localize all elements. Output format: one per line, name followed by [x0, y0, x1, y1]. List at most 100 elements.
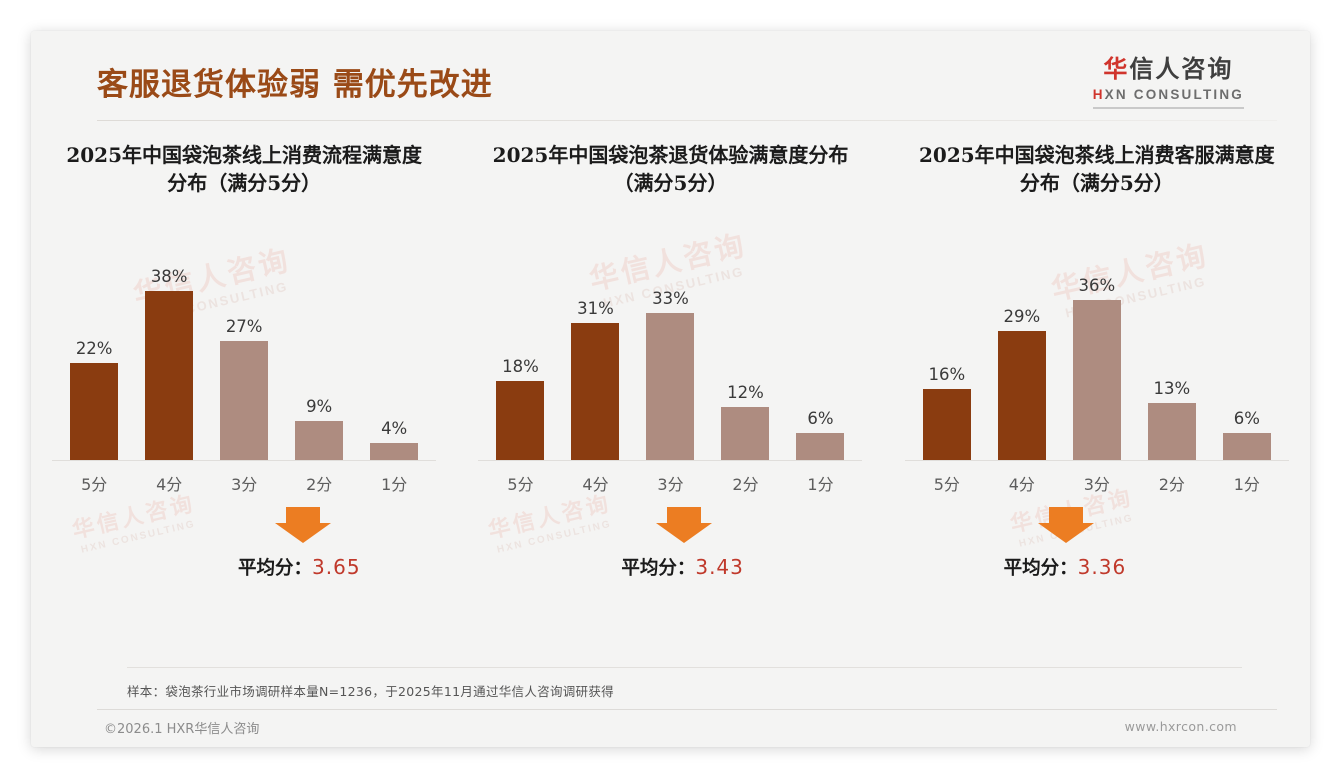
bar-value-label: 27%	[225, 317, 263, 336]
bar[interactable]	[721, 407, 770, 461]
average-block: 华信人咨询 HXN CONSULTING 平均分：3.65	[43, 491, 445, 597]
average-label: 平均分：	[238, 558, 313, 579]
x-tick-label: 4分	[582, 475, 609, 494]
bar-slot[interactable]: 22%	[60, 229, 128, 461]
x-tick-label: 1分	[1233, 475, 1260, 494]
bar-chart: 华信人咨询 HXN CONSULTING 16% 29% 36%	[897, 203, 1297, 503]
bar[interactable]	[796, 433, 845, 461]
x-tick-label: 3分	[1083, 475, 1110, 494]
bar-slot[interactable]: 4%	[360, 229, 428, 461]
bar[interactable]	[70, 363, 119, 461]
watermark-en: HXN CONSULTING	[496, 518, 614, 556]
x-tick-label: 2分	[306, 475, 333, 494]
bar-slot[interactable]: 12%	[711, 229, 779, 461]
bar[interactable]	[646, 313, 695, 461]
bar[interactable]	[1147, 403, 1196, 461]
bar-slot[interactable]: 33%	[636, 229, 704, 461]
bar-value-label: 36%	[1078, 276, 1116, 295]
bar-value-label: 38%	[150, 267, 188, 286]
x-tick-label: 5分	[81, 475, 108, 494]
logo-underline	[1092, 106, 1244, 109]
bar-slot[interactable]: 9%	[285, 229, 353, 461]
average-value: 3.65	[312, 555, 361, 579]
chart-column-3: 2025年中国袋泡茶线上消费客服满意度分布（满分5分） 华信人咨询 HXN CO…	[884, 141, 1310, 597]
bar-value-label: 6%	[1233, 409, 1260, 428]
bar-slot[interactable]: 6%	[1213, 229, 1281, 461]
bars-container: 22% 38% 27% 9%	[44, 229, 444, 461]
average-label: 平均分：	[1003, 558, 1078, 579]
average-block: 华信人咨询 HXN CONSULTING 平均分：3.43	[469, 491, 871, 597]
bar-value-label: 33%	[652, 289, 689, 308]
x-axis-labels: 5分 4分 3分 2分 1分	[897, 471, 1297, 495]
bar-slot[interactable]: 29%	[988, 229, 1056, 461]
arrow-stem	[286, 507, 320, 523]
logo-en-rest: XN CONSULTING	[1104, 87, 1244, 102]
bar[interactable]	[571, 323, 620, 461]
average-value: 3.36	[1077, 555, 1127, 579]
chart-title: 2025年中国袋泡茶线上消费流程满意度分布（满分5分）	[66, 143, 422, 196]
bar-value-label: 6%	[807, 409, 834, 428]
x-tick-label: 5分	[507, 475, 534, 494]
bar[interactable]	[1072, 300, 1121, 461]
bar-chart: 华信人咨询 HXN CONSULTING 18% 31% 33%	[470, 203, 870, 503]
bar-slot[interactable]: 18%	[486, 229, 554, 461]
x-tick-label: 4分	[1008, 475, 1035, 494]
x-tick-label: 3分	[657, 475, 684, 494]
bar-value-label: 18%	[502, 357, 539, 376]
bar[interactable]	[370, 443, 419, 461]
footnote-divider	[127, 667, 1242, 668]
website-url[interactable]: www.hxrcon.com	[1124, 719, 1237, 734]
arrow-stem	[667, 507, 702, 523]
x-axis-line	[52, 460, 437, 461]
bar-slot[interactable]: 38%	[135, 229, 203, 461]
x-tick-label: 5分	[933, 475, 960, 494]
bar-slot[interactable]: 6%	[786, 229, 854, 461]
header-divider	[97, 120, 1277, 121]
bar[interactable]	[145, 291, 194, 461]
chart-title: 2025年中国袋泡茶线上消费客服满意度分布（满分5分）	[918, 143, 1275, 196]
down-arrow-icon	[1037, 507, 1094, 543]
copyright-text: ©2026.1 HXR华信人咨询	[104, 722, 260, 737]
bar-value-label: 4%	[381, 419, 408, 438]
down-arrow-icon	[656, 507, 713, 543]
bar-value-label: 13%	[1153, 379, 1191, 398]
x-tick-label: 2分	[732, 475, 759, 494]
average-block: 华信人咨询 HXN CONSULTING 平均分：3.36	[896, 485, 1298, 597]
page-title: 客服退货体验弱 需优先改进	[97, 67, 493, 103]
logo-chinese-text: 华信人咨询	[1093, 57, 1244, 81]
bar[interactable]	[295, 421, 344, 461]
bar-slot[interactable]: 31%	[561, 229, 629, 461]
chart-column-1: 2025年中国袋泡茶线上消费流程满意度分布（满分5分） 华信人咨询 HXN CO…	[31, 141, 457, 597]
logo-chinese-rest: 信人咨询	[1129, 55, 1234, 83]
footer-divider	[97, 709, 1277, 710]
chart-title: 2025年中国袋泡茶退货体验满意度分布（满分5分）	[492, 143, 849, 196]
chart-column-2: 2025年中国袋泡茶退货体验满意度分布（满分5分） 华信人咨询 HXN CONS…	[457, 141, 883, 597]
charts-row: 2025年中国袋泡茶线上消费流程满意度分布（满分5分） 华信人咨询 HXN CO…	[31, 141, 1310, 597]
bar-value-label: 22%	[75, 339, 113, 358]
bar[interactable]	[496, 381, 545, 461]
arrow-head	[275, 523, 331, 543]
watermark-en: HXN CONSULTING	[79, 518, 197, 556]
average-value: 3.43	[695, 555, 744, 579]
arrow-head	[1037, 523, 1094, 543]
bar[interactable]	[997, 331, 1046, 461]
slide-header: 客服退货体验弱 需优先改进 华信人咨询 HXN CONSULTING	[31, 31, 1310, 121]
bar-slot[interactable]: 13%	[1138, 229, 1206, 461]
bar-slot[interactable]: 16%	[913, 229, 981, 461]
x-axis-line	[478, 460, 863, 461]
arrow-stem	[1048, 507, 1083, 523]
bar-slot[interactable]: 27%	[210, 229, 278, 461]
bar-value-label: 16%	[928, 365, 966, 384]
bars-container: 16% 29% 36% 13%	[897, 229, 1297, 461]
logo-english-text: HXN CONSULTING	[1093, 88, 1244, 102]
bar-value-label: 29%	[1003, 307, 1041, 326]
bar[interactable]	[922, 389, 971, 461]
x-axis-line	[904, 460, 1289, 461]
logo-en-accent: H	[1092, 87, 1105, 102]
bar[interactable]	[1222, 433, 1271, 461]
sample-footnote: 样本：袋泡茶行业市场调研样本量N=1236，于2025年11月通过华信人咨询调研…	[127, 684, 614, 699]
bar[interactable]	[220, 341, 269, 461]
bar-slot[interactable]: 36%	[1063, 229, 1131, 461]
x-axis-labels: 5分 4分 3分 2分 1分	[44, 471, 444, 495]
x-tick-label: 2分	[1158, 475, 1185, 494]
